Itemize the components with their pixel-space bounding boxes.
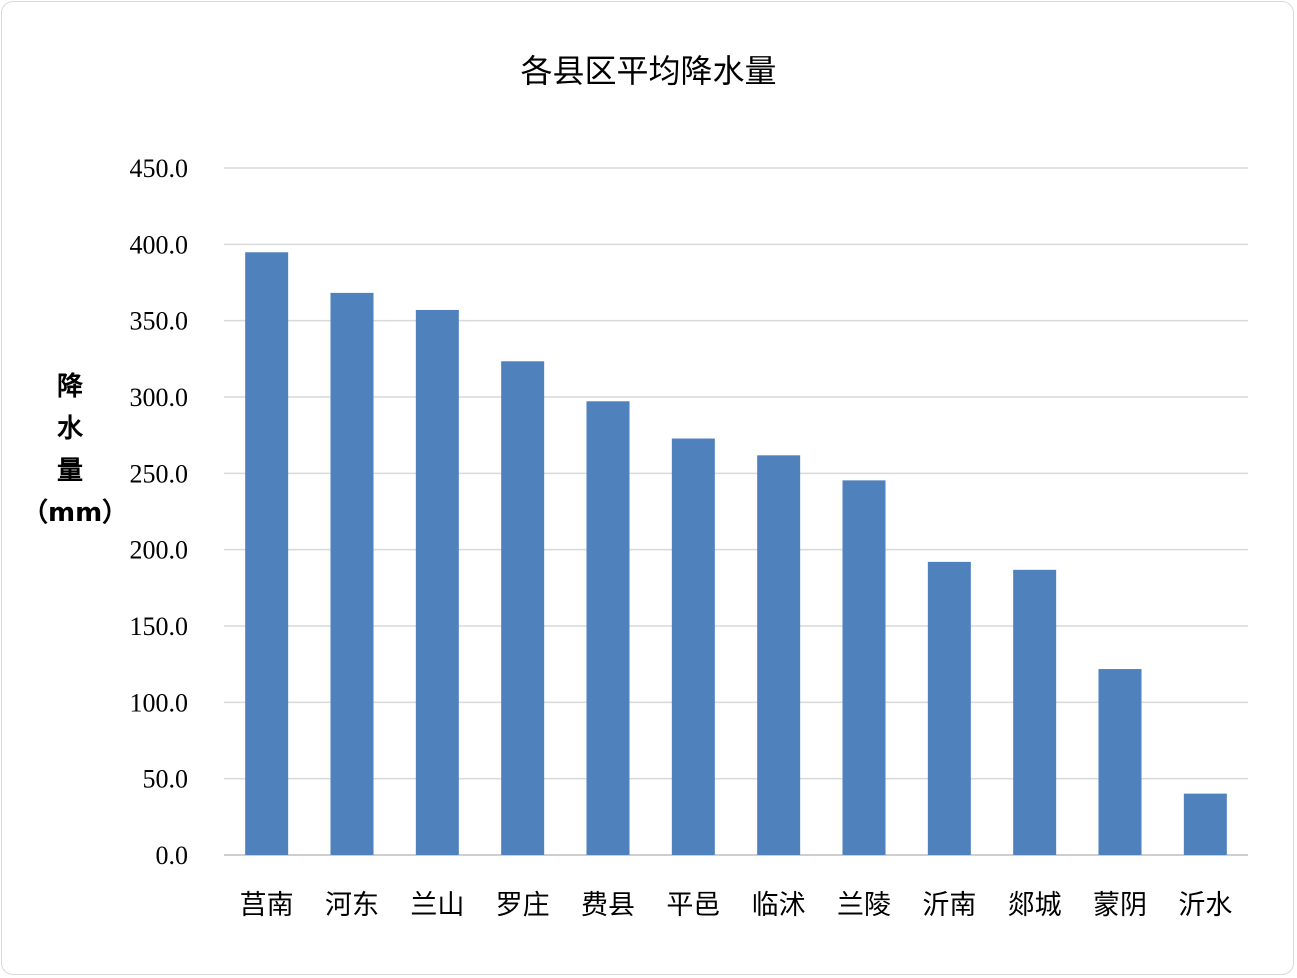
bar-沂南 [927, 561, 971, 855]
y-tick-label: 250.0 [130, 459, 189, 488]
x-tick-label: 河东 [325, 890, 379, 921]
bar-临沭 [757, 455, 801, 855]
x-tick-label: 莒南 [240, 890, 294, 921]
bar-罗庄 [501, 361, 545, 855]
x-tick-label: 罗庄 [496, 890, 550, 921]
bar-兰陵 [842, 480, 886, 855]
y-tick-label: 0.0 [156, 841, 189, 870]
x-axis-ticks: 莒南 河东 兰山 罗庄 费县 平邑 临沭 兰陵 沂南 郯城 蒙阴 沂水 [240, 890, 1233, 921]
x-tick-label: 郯城 [1008, 890, 1062, 921]
y-axis-label-line: 降 [56, 372, 83, 402]
y-tick-label: 450.0 [130, 154, 189, 183]
y-tick-label: 200.0 [130, 536, 189, 565]
x-tick-label: 临沭 [752, 890, 806, 921]
x-tick-label: 沂南 [922, 890, 976, 921]
x-tick-label: 沂水 [1178, 890, 1232, 921]
x-tick-label: 费县 [581, 890, 635, 921]
bar-平邑 [671, 438, 715, 855]
y-axis-ticks: 0.0 50.0 100.0 150.0 200.0 250.0 300.0 350.0 400… [130, 154, 189, 870]
y-axis-label-line: 水 [56, 414, 83, 444]
y-tick-label: 300.0 [130, 383, 189, 412]
bar-蒙阴 [1098, 669, 1142, 855]
x-tick-label: 平邑 [666, 890, 720, 921]
gridlines [224, 167, 1248, 856]
y-tick-label: 400.0 [130, 230, 189, 259]
x-tick-label: 蒙阴 [1093, 890, 1147, 921]
bar-兰山 [415, 309, 459, 856]
bar-郯城 [1013, 569, 1057, 855]
bar-莒南 [245, 252, 289, 856]
y-tick-label: 350.0 [130, 307, 189, 336]
y-axis-label-line: 量 [56, 456, 83, 486]
y-tick-label: 150.0 [130, 612, 189, 641]
chart-title: 各县区平均降水量 [520, 52, 777, 90]
bar-河东 [330, 292, 374, 855]
y-tick-label: 50.0 [143, 765, 189, 794]
x-tick-label: 兰陵 [837, 890, 891, 921]
x-tick-label: 兰山 [410, 890, 464, 921]
y-axis-label-line: （mm） [22, 498, 129, 528]
y-tick-label: 100.0 [130, 688, 189, 717]
bars [245, 252, 1227, 856]
bar-沂水 [1183, 793, 1227, 855]
y-axis-label: 降 水 量 （mm） [22, 366, 129, 534]
bar-费县 [586, 401, 630, 855]
